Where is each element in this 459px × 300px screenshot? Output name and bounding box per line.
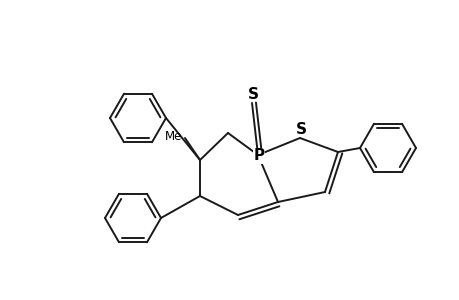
- Text: S: S: [295, 122, 306, 137]
- Text: S: S: [247, 87, 258, 102]
- Text: Me: Me: [164, 130, 182, 143]
- Text: P: P: [253, 148, 264, 164]
